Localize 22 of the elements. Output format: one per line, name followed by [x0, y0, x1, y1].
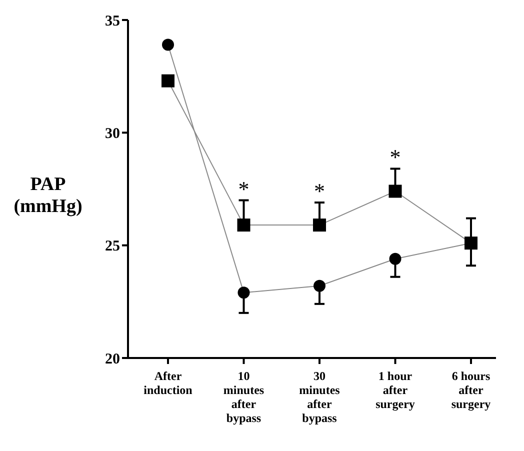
- y-axis-title: PAP (mmHg): [14, 174, 82, 218]
- x-tick-label: 10 minutes after bypass: [223, 369, 264, 425]
- y-tick-label: 30: [105, 126, 120, 142]
- point: [237, 218, 250, 232]
- point: [162, 74, 174, 88]
- point: [314, 280, 326, 292]
- annotation: *: [238, 176, 250, 202]
- annotation: *: [390, 144, 401, 170]
- point: [388, 184, 402, 198]
- y-tick-label: 35: [105, 13, 120, 30]
- x-tick-label: 6 hours after surgery: [451, 369, 491, 411]
- point: [389, 252, 402, 265]
- y-tick-label: 25: [105, 238, 120, 255]
- point: [313, 218, 326, 232]
- x-tick-label: 30 minutes after bypass: [299, 369, 340, 425]
- x-tick-label: 1 hour after surgery: [376, 369, 415, 411]
- point: [464, 236, 478, 250]
- point: [162, 38, 174, 51]
- point: [238, 286, 250, 299]
- annotation: *: [314, 178, 325, 204]
- x-tick-label: After induction: [144, 369, 193, 397]
- y-tick-label: 20: [105, 351, 120, 368]
